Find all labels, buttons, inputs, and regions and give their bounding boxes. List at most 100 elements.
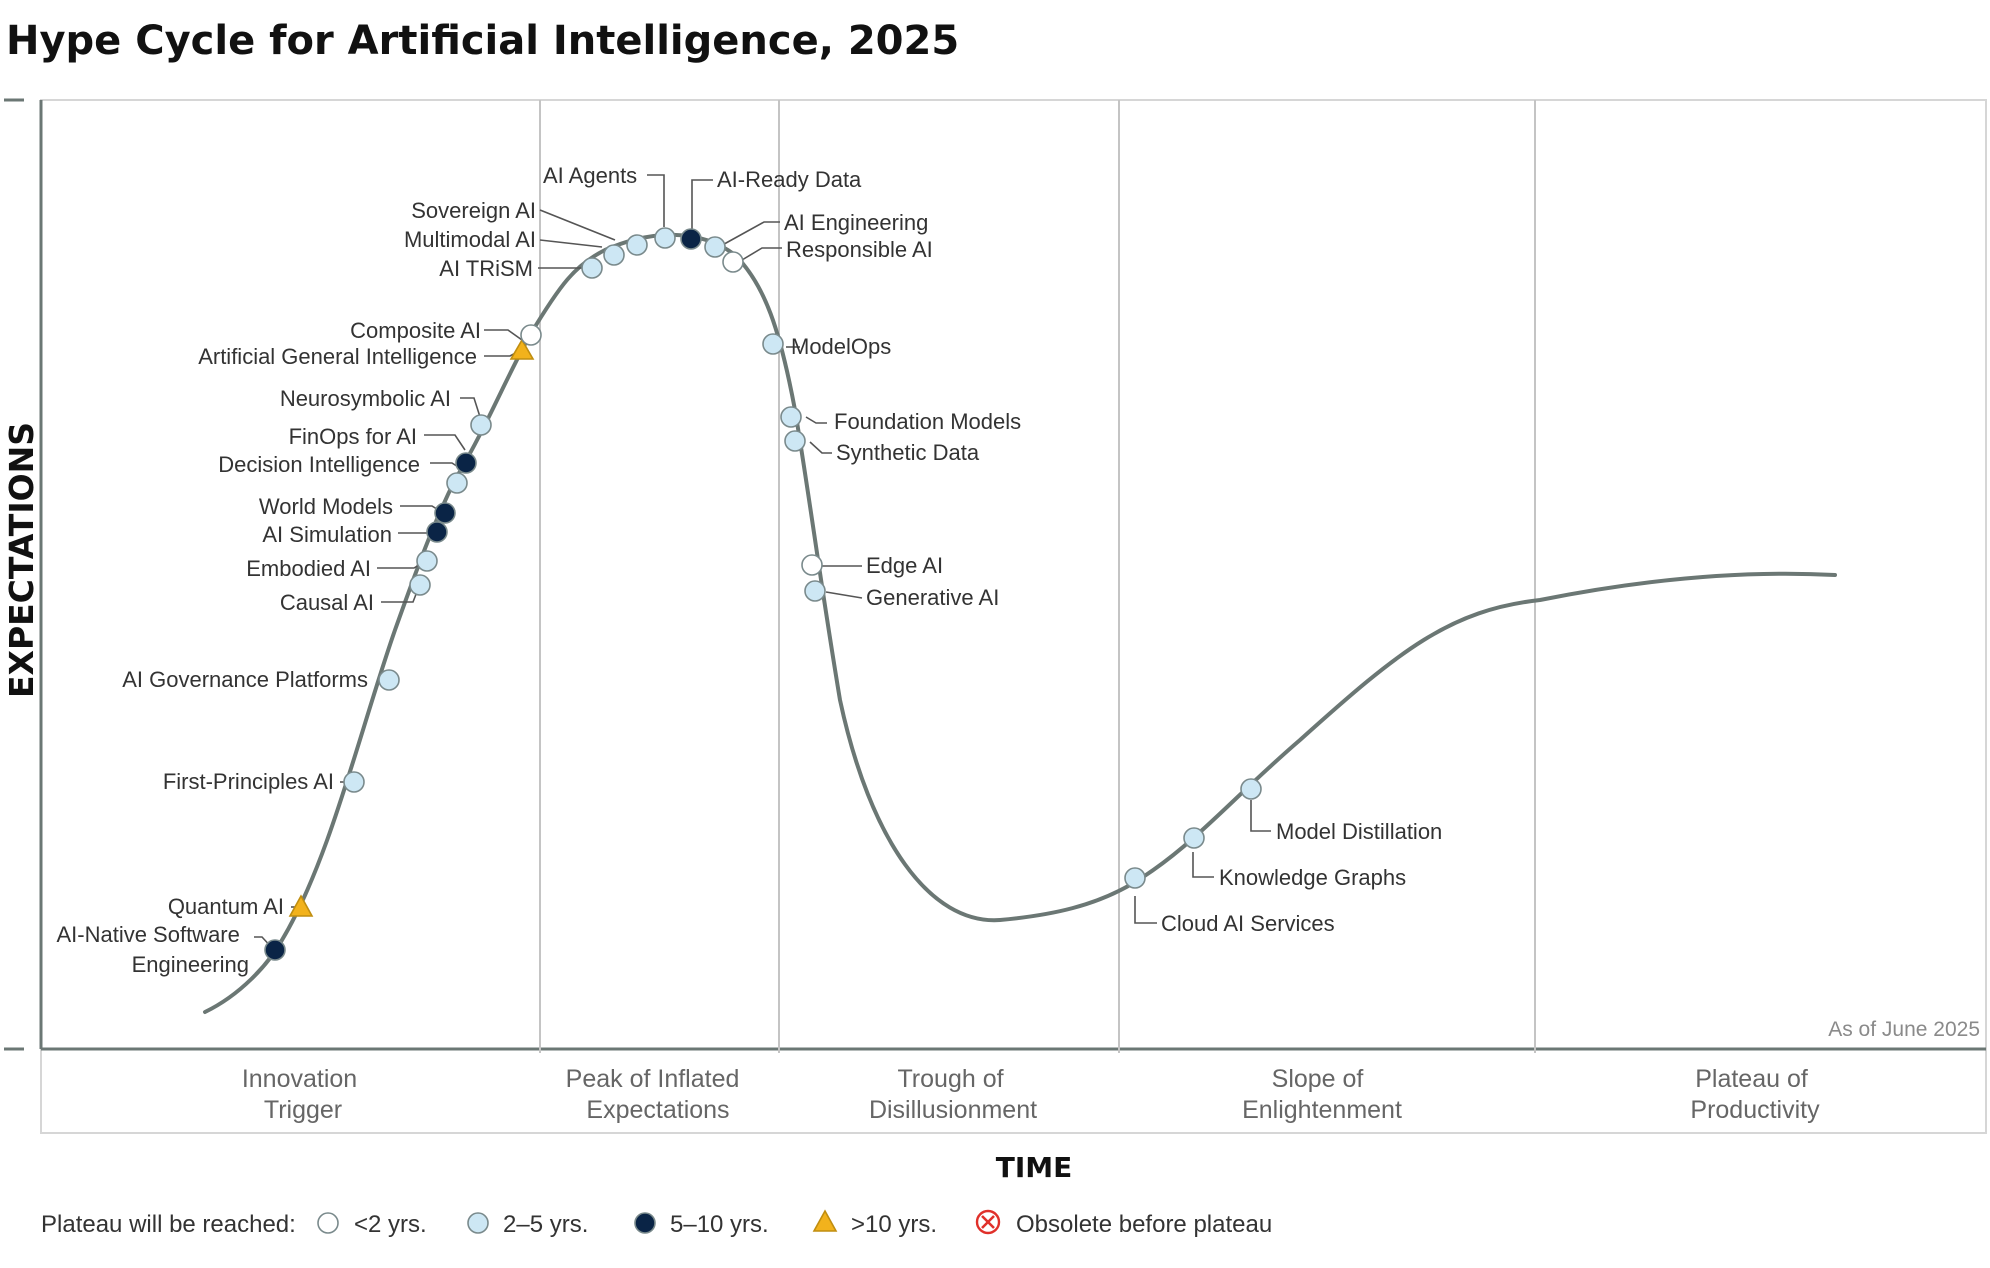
tech-label: FinOps for AI: [289, 424, 417, 449]
phase-label-peak: Peak of Inflated Expectations: [566, 1065, 747, 1124]
marker-2-5[interactable]: [1240, 778, 1262, 800]
marker-under-2[interactable]: [801, 554, 823, 576]
marker-2-5[interactable]: [804, 580, 826, 602]
x-axis-title: TIME: [996, 1151, 1073, 1184]
legend: Plateau will be reached: <2 yrs. 2–5 yrs…: [41, 1209, 1272, 1238]
leader-line: [539, 209, 616, 241]
technology-markers: [264, 227, 1262, 961]
marker-2-5[interactable]: [581, 257, 603, 279]
leader-line: [1192, 852, 1214, 878]
legend-label: 2–5 yrs.: [503, 1211, 588, 1238]
tech-label: AI TRiSM: [439, 256, 533, 281]
leader-line: [647, 174, 665, 227]
marker-2-5[interactable]: [780, 406, 802, 428]
tech-label: AI Engineering: [784, 210, 928, 235]
tech-label: Model Distillation: [1276, 819, 1442, 844]
leader-lines: [254, 174, 1271, 951]
tech-label: Decision Intelligence: [218, 452, 420, 477]
marker-2-5[interactable]: [784, 430, 806, 452]
tech-label: Embodied AI: [246, 556, 371, 581]
legend-marker-under-2: [317, 1212, 339, 1234]
tech-label: Foundation Models: [834, 409, 1021, 434]
tech-label: ModelOps: [791, 334, 891, 359]
phase-label-line: Plateau of: [1695, 1065, 1808, 1093]
technology-labels: AI-Native Software Engineering Quantum A…: [56, 163, 1442, 977]
marker-over-10[interactable]: [288, 894, 314, 917]
tech-label: Artificial General Intelligence: [198, 344, 477, 369]
marker-2-5[interactable]: [343, 771, 365, 793]
phase-label-line: Innovation: [242, 1065, 357, 1093]
marker-2-5[interactable]: [409, 574, 431, 596]
marker-2-5[interactable]: [416, 550, 438, 572]
phase-label-line: Expectations: [586, 1096, 729, 1124]
tech-label: AI-Ready Data: [717, 167, 862, 192]
legend-label: Obsolete before plateau: [1016, 1211, 1272, 1238]
plot-area-border: [40, 99, 1987, 1134]
legend-title: Plateau will be reached:: [41, 1211, 296, 1238]
tech-label-line: AI-Native Software: [56, 922, 239, 947]
marker-5-10[interactable]: [426, 521, 448, 543]
plot-frame: [4, 98, 1987, 1134]
leader-line: [691, 179, 713, 230]
leader-line: [809, 441, 832, 454]
phase-label-line: Slope of: [1272, 1065, 1364, 1093]
legend-label: 5–10 yrs.: [670, 1211, 769, 1238]
marker-2-5[interactable]: [378, 669, 400, 691]
leader-line: [424, 434, 466, 451]
leader-line: [805, 416, 827, 424]
tech-label: Sovereign AI: [411, 198, 536, 223]
as-of-note: As of June 2025: [1828, 1018, 1980, 1041]
tech-label: Composite AI: [350, 318, 481, 343]
marker-2-5[interactable]: [762, 333, 784, 355]
marker-2-5[interactable]: [1124, 867, 1146, 889]
tech-label: Knowledge Graphs: [1219, 865, 1406, 890]
tech-label: World Models: [259, 494, 393, 519]
marker-2-5[interactable]: [603, 244, 625, 266]
tech-label: Cloud AI Services: [1161, 911, 1335, 936]
legend-marker-5-10: [634, 1212, 656, 1234]
tech-label: AI Simulation: [262, 522, 392, 547]
phase-label-trough: Trough of Disillusionment: [869, 1065, 1037, 1124]
phase-label-innovation: Innovation Trigger: [242, 1065, 364, 1124]
marker-5-10[interactable]: [434, 502, 456, 524]
marker-5-10[interactable]: [680, 228, 702, 250]
phase-label-line: Enlightenment: [1242, 1096, 1402, 1124]
marker-2-5[interactable]: [446, 472, 468, 494]
leader-line: [460, 397, 482, 421]
leader-line: [1134, 896, 1157, 924]
tech-label: First-Principles AI: [163, 769, 334, 794]
tech-label: Synthetic Data: [836, 440, 980, 465]
leader-line: [484, 329, 523, 341]
marker-2-5[interactable]: [626, 234, 648, 256]
legend-marker-over-10: [812, 1209, 838, 1232]
marker-under-2[interactable]: [722, 251, 744, 273]
legend-marker-obsolete: [975, 1209, 1001, 1235]
leader-line: [825, 591, 863, 599]
marker-5-10[interactable]: [455, 452, 477, 474]
tech-label: Responsible AI: [786, 237, 933, 262]
marker-2-5[interactable]: [704, 236, 726, 258]
marker-2-5[interactable]: [1183, 827, 1205, 849]
phase-label-line: Peak of Inflated: [566, 1065, 740, 1093]
tech-label: Generative AI: [866, 585, 999, 610]
phase-label-plateau: Plateau of Productivity: [1690, 1065, 1820, 1124]
tech-label: Multimodal AI: [404, 227, 536, 252]
tech-label-line: Engineering: [132, 952, 249, 977]
marker-over-10[interactable]: [509, 338, 535, 360]
marker-2-5[interactable]: [470, 414, 492, 436]
leader-line: [539, 239, 603, 248]
phase-labels: Innovation Trigger Peak of Inflated Expe…: [242, 1065, 1820, 1124]
tech-label: AI Governance Platforms: [122, 667, 368, 692]
marker-2-5[interactable]: [654, 227, 676, 249]
phase-label-slope: Slope of Enlightenment: [1242, 1065, 1402, 1124]
leader-line: [716, 221, 780, 249]
legend-label: >10 yrs.: [851, 1211, 937, 1238]
marker-under-2[interactable]: [520, 324, 542, 346]
marker-5-10[interactable]: [264, 939, 286, 961]
phase-label-line: Trigger: [264, 1096, 342, 1124]
legend-marker-2-5: [467, 1212, 489, 1234]
tech-label: AI-Native Software Engineering: [56, 922, 249, 977]
phase-label-line: Trough of: [897, 1065, 1003, 1093]
phase-label-line: Productivity: [1690, 1096, 1820, 1124]
chart-title: Hype Cycle for Artificial Intelligence, …: [6, 18, 960, 64]
